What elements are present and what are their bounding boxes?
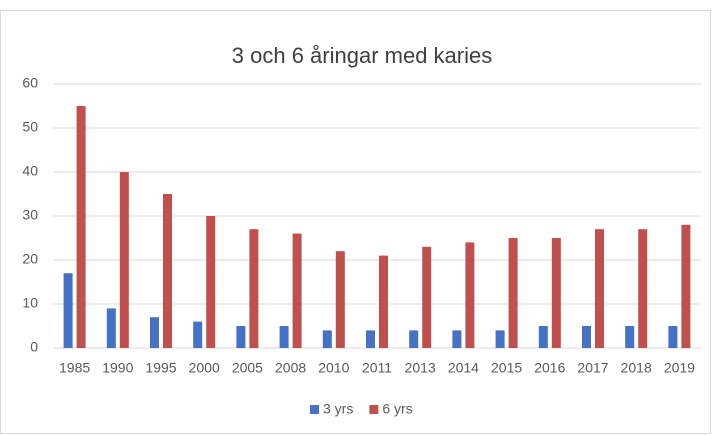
x-tick-label: 1990 xyxy=(102,360,133,376)
x-tick-label: 2018 xyxy=(621,360,652,376)
bar xyxy=(681,224,691,348)
x-tick-label: 2005 xyxy=(232,360,263,376)
bar xyxy=(249,229,259,348)
bar xyxy=(595,229,604,348)
bar xyxy=(150,317,159,348)
legend-label: 3 yrs xyxy=(323,401,353,417)
x-tick-label: 2008 xyxy=(275,360,306,376)
bar xyxy=(668,326,678,348)
bar xyxy=(292,233,302,348)
bar xyxy=(379,255,388,348)
bar xyxy=(193,321,203,348)
bar xyxy=(582,326,591,348)
bar xyxy=(279,326,289,348)
legend-swatch xyxy=(310,405,319,414)
legend-swatch xyxy=(369,405,379,414)
bar xyxy=(322,330,332,348)
bar xyxy=(638,229,648,348)
x-tick-label: 2014 xyxy=(448,360,479,376)
y-tick-label: 30 xyxy=(22,207,38,223)
bar xyxy=(452,330,462,348)
y-tick-label: 20 xyxy=(22,251,38,267)
x-tick-label: 2011 xyxy=(362,360,392,376)
x-tick-label: 2016 xyxy=(534,360,565,376)
bar xyxy=(366,330,375,348)
bar xyxy=(106,308,116,348)
x-tick-label: 2010 xyxy=(318,360,349,376)
x-tick-label: 1985 xyxy=(59,360,90,376)
bar xyxy=(422,246,432,348)
bar xyxy=(206,216,216,348)
bar xyxy=(409,330,419,348)
chart-border xyxy=(0,10,711,434)
y-tick-label: 40 xyxy=(22,163,38,179)
bar xyxy=(508,238,518,348)
x-tick-label: 2019 xyxy=(664,360,695,376)
x-tick-label: 2013 xyxy=(405,360,436,376)
x-tick-label: 2000 xyxy=(189,360,220,376)
x-tick-label: 1995 xyxy=(145,360,176,376)
bar xyxy=(465,242,475,348)
bar xyxy=(119,172,129,348)
x-tick-label: 2017 xyxy=(577,360,608,376)
bar xyxy=(76,106,86,348)
legend-label: 6 yrs xyxy=(382,401,412,417)
bar xyxy=(63,273,73,348)
y-tick-label: 50 xyxy=(22,119,38,135)
bar xyxy=(495,330,505,348)
y-tick-label: 10 xyxy=(22,295,38,311)
bar xyxy=(551,238,561,348)
bar xyxy=(625,326,635,348)
x-tick-label: 2015 xyxy=(491,360,522,376)
bar xyxy=(236,326,246,348)
bar xyxy=(335,251,345,348)
y-tick-label: 60 xyxy=(22,75,38,91)
bar xyxy=(163,194,172,348)
bar xyxy=(538,326,548,348)
chart-title: 3 och 6 åringar med karies xyxy=(232,43,492,68)
y-tick-label: 0 xyxy=(30,339,38,355)
